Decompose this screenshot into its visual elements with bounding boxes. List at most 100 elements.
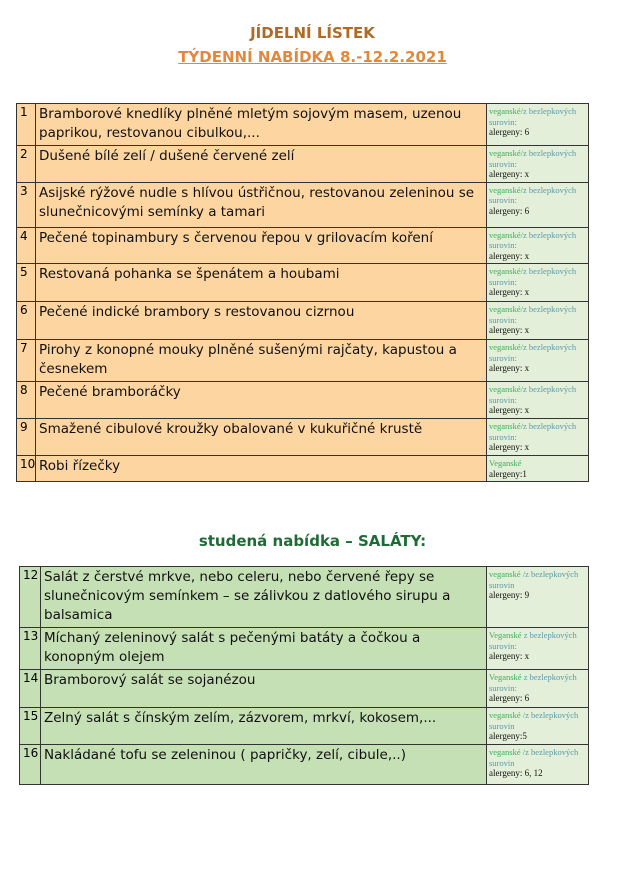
dish-name: Robi řízečky [35, 455, 487, 482]
dish-name: Míchaný zeleninový salát s pečenými batá… [40, 627, 487, 670]
menu-row: 2 Dušené bílé zelí / dušené červené zelí… [16, 145, 589, 183]
allergens: alergeny:1 [489, 468, 527, 479]
dish-name: Bramborové knedlíky plněné mletým sojový… [35, 103, 487, 146]
dish-name: Restovaná pohanka se špenátem a houbami [35, 263, 487, 302]
diet-info: veganské /z bezlepkových surovin alergeny… [486, 744, 589, 785]
allergens: alergeny: 6 [489, 205, 530, 216]
item-number: 2 [16, 145, 36, 183]
diet-info: veganské/z bezlepkových surovin: alergeny… [486, 145, 589, 183]
vegan-label: veganské / [489, 569, 526, 579]
allergens: alergeny: x [489, 651, 530, 661]
vegan-label: Veganské [489, 672, 524, 682]
allergens: alergeny: 9 [489, 590, 530, 600]
item-number: 14 [19, 669, 41, 708]
diet-info: veganské/z bezlepkových surovin: alergeny… [486, 301, 589, 340]
item-number: 5 [16, 263, 36, 302]
vegan-label: veganské/ [489, 421, 523, 431]
gluten-free-label: z bezlepkových surovin: [489, 148, 577, 169]
diet-info: veganské/z bezlepkových surovin: alergeny… [486, 103, 589, 146]
vegan-label: veganské/ [489, 184, 523, 195]
gluten-free-label: z bezlepkových surovin: [489, 672, 577, 693]
page-title: JÍDELNÍ LÍSTEK [250, 24, 375, 42]
dish-name: Pečené bramboráčky [35, 381, 487, 419]
dish-name: Pečené indické brambory s restovanou ciz… [35, 301, 487, 340]
dish-name: Bramborový salát se sojanézou [40, 669, 487, 708]
dish-name: Pirohy z konopné mouky plněné sušenými r… [35, 339, 487, 382]
allergens: alergeny: x [489, 363, 530, 373]
vegan-label: Veganské [489, 458, 522, 468]
gluten-free-label: z bezlepkových surovin: [489, 106, 577, 127]
diet-info: Veganské z bezlepkových surovin: alergeny… [486, 627, 589, 670]
menu-row: 6 Pečené indické brambory s restovanou c… [16, 301, 589, 340]
item-number: 7 [16, 339, 36, 382]
item-number: 13 [19, 627, 41, 670]
page-subtitle: TÝDENNÍ NABÍDKA 8.-12.2.2021 [178, 48, 447, 66]
allergens: alergeny: 6, 12 [489, 768, 543, 778]
item-number: 3 [16, 181, 36, 228]
vegan-label: Veganské [489, 630, 524, 640]
dish-name: Salát z čerstvé mrkve, nebo celeru, nebo… [40, 566, 487, 628]
menu-row: 13 Míchaný zeleninový salát s pečenými b… [19, 627, 589, 670]
weekly-menu-table: 1 Bramborové knedlíky plněné mletým sojo… [16, 103, 589, 482]
gluten-free-label: z bezlepkových surovin: [489, 304, 577, 325]
item-number: 10 [16, 455, 36, 482]
menu-row: 4 Pečené topinambury s červenou řepou v … [16, 226, 589, 264]
dish-name: Nakládané tofu se zeleninou ( papričky, … [40, 744, 487, 785]
vegan-label: veganské/ [489, 304, 523, 314]
dish-name: Zelný salát s čínským zelím, zázvorem, m… [40, 707, 487, 745]
menu-row: 12 Salát z čerstvé mrkve, nebo celeru, n… [19, 566, 589, 628]
diet-info: veganské/z bezlepkových surovin: alergeny… [486, 263, 589, 302]
gluten-free-label: z bezlepkových surovin [489, 710, 579, 731]
item-number: 4 [16, 226, 36, 264]
allergens: alergeny: x [489, 442, 530, 452]
menu-row: 3 Asijské rýžové nudle s hlívou ústřično… [16, 181, 589, 228]
gluten-free-label: z bezlepkových surovin: [489, 342, 577, 363]
salads-heading: studená nabídka – SALÁTY: [198, 532, 427, 550]
allergens: alergeny: x [489, 405, 530, 415]
vegan-label: veganské/ [489, 384, 523, 394]
dish-name: Asijské rýžové nudle s hlívou ústřičnou,… [35, 181, 487, 228]
menu-row: 16 Nakládané tofu se zeleninou ( papričk… [19, 744, 589, 785]
menu-row: 7 Pirohy z konopné mouky plněné sušenými… [16, 339, 589, 382]
dish-name: Smažené cibulové kroužky obalované v kuk… [35, 418, 487, 456]
diet-info: veganské /z bezlepkových surovin alergeny… [486, 566, 589, 628]
item-number: 12 [19, 566, 41, 628]
item-number: 16 [19, 744, 41, 785]
diet-info: veganské/z bezlepkových surovin: alergeny… [486, 226, 589, 264]
menu-row: 5 Restovaná pohanka se špenátem a houbam… [16, 263, 589, 302]
vegan-label: veganské/ [489, 106, 523, 116]
salads-table: 12 Salát z čerstvé mrkve, nebo celeru, n… [19, 566, 589, 785]
gluten-free-label: z bezlepkových surovin: [489, 229, 577, 251]
vegan-label: veganské/ [489, 229, 523, 240]
diet-info: veganské/z bezlepkových surovin: alergeny… [486, 181, 589, 228]
menu-row: 14 Bramborový salát se sojanézou Vegansk… [19, 669, 589, 708]
allergens: alergeny: x [489, 325, 530, 335]
allergens: alergeny: x [489, 250, 530, 261]
vegan-label: veganské/ [489, 266, 523, 276]
menu-row: 1 Bramborové knedlíky plněné mletým sojo… [16, 103, 589, 146]
menu-row: 10 Robi řízečky Veganské alergeny:1 [16, 455, 589, 482]
vegan-label: veganské/ [489, 342, 523, 352]
item-number: 8 [16, 381, 36, 419]
allergens: alergeny: x [489, 169, 530, 179]
dish-name: Dušené bílé zelí / dušené červené zelí [35, 145, 487, 183]
vegan-label: veganské / [489, 710, 526, 720]
gluten-free-label: z bezlepkových surovin: [489, 266, 577, 287]
item-number: 9 [16, 418, 36, 456]
diet-info: veganské/z bezlepkových surovin: alergeny… [486, 339, 589, 382]
vegan-label: veganské/ [489, 148, 523, 158]
allergens: alergeny: 6 [489, 693, 530, 703]
dish-name: Pečené topinambury s červenou řepou v gr… [35, 226, 487, 264]
vegan-label: veganské / [489, 747, 526, 757]
allergens: alergeny:5 [489, 731, 527, 741]
menu-row: 15 Zelný salát s čínským zelím, zázvorem… [19, 707, 589, 745]
diet-info: Veganské z bezlepkových surovin: alergeny… [486, 669, 589, 708]
gluten-free-label: z bezlepkových surovin: [489, 630, 577, 651]
gluten-free-label: z bezlepkových surovin: [489, 384, 577, 405]
menu-row: 8 Pečené bramboráčky veganské/z bezlepko… [16, 381, 589, 419]
gluten-free-label: z bezlepkových surovin [489, 747, 579, 768]
diet-info: Veganské alergeny:1 [486, 455, 589, 482]
allergens: alergeny: 6 [489, 127, 530, 137]
gluten-free-label: z bezlepkových surovin: [489, 421, 577, 442]
